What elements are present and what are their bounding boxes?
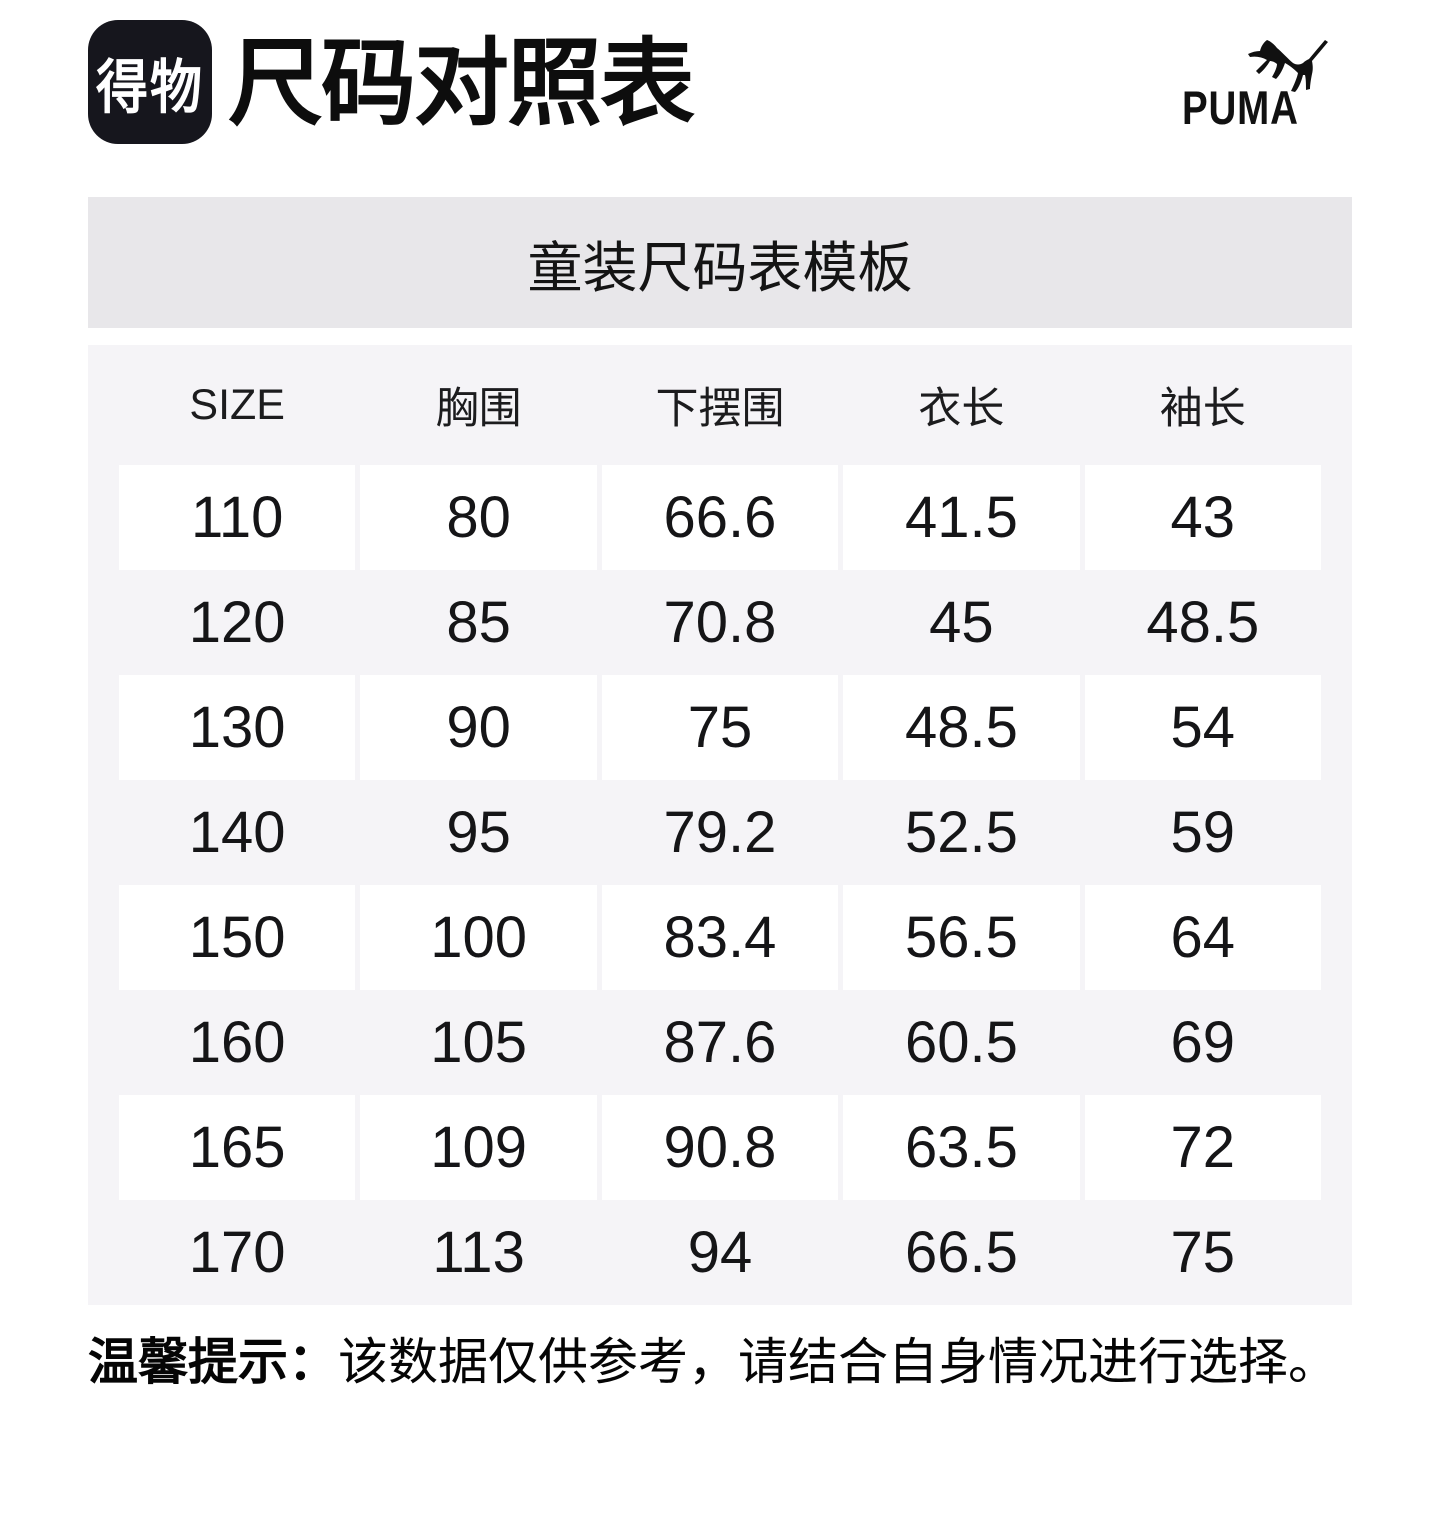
size-cell: 75 bbox=[601, 675, 839, 780]
table-row-165: 165 109 90.8 63.5 72 bbox=[119, 1095, 1321, 1200]
size-cell: 95 bbox=[446, 800, 511, 865]
footer-note-text: 该数据仅供参考，请结合自身情况进行选择。 bbox=[338, 1334, 1338, 1390]
size-cell: 72 bbox=[1084, 1095, 1321, 1200]
table-body: 110 80 66.6 41.5 43 120 85 70.8 45 48.5 130 90 75 48.… bbox=[119, 465, 1321, 1305]
table-row-170: 170 113 94 66.5 75 bbox=[119, 1200, 1321, 1305]
size-cell: 43 bbox=[1084, 465, 1321, 570]
size-cell: 90.8 bbox=[601, 1095, 839, 1200]
size-cell: 94 bbox=[687, 1220, 753, 1285]
footer-note: 温馨提示：该数据仅供参考，请结合自身情况进行选择。 bbox=[88, 1322, 1338, 1394]
column-header-3: 衣长 bbox=[918, 385, 1005, 433]
size-cell: 48.5 bbox=[843, 675, 1080, 780]
size-cell: 45 bbox=[929, 590, 994, 655]
table-row-160: 160 105 87.6 60.5 69 bbox=[119, 990, 1321, 1095]
size-cell: 56.5 bbox=[843, 885, 1080, 990]
size-cell: 90 bbox=[360, 675, 597, 780]
size-cell: 110 bbox=[119, 465, 356, 570]
size-cell: 66.5 bbox=[904, 1220, 1018, 1285]
size-cell: 59 bbox=[1170, 800, 1236, 865]
table-title-banner: 童装尺码表模板 bbox=[88, 197, 1352, 328]
size-cell: 85 bbox=[446, 590, 511, 655]
size-cell: 165 bbox=[119, 1095, 356, 1200]
size-cell: 120 bbox=[188, 590, 286, 655]
size-cell: 83.4 bbox=[601, 885, 839, 990]
puma-logo: PUMA bbox=[1182, 24, 1342, 134]
size-cell: 70.8 bbox=[663, 590, 777, 655]
size-table: SIZE 胸围 下摆围 衣长 袖长 110 80 66.6 41.5 43 120 85 70.8 45… bbox=[88, 345, 1352, 1305]
page-title: 尺码对照表 bbox=[228, 31, 695, 137]
size-cell: 130 bbox=[119, 675, 356, 780]
table-row-110: 110 80 66.6 41.5 43 bbox=[119, 465, 1321, 570]
size-cell: 140 bbox=[188, 800, 286, 865]
column-header-2: 下摆围 bbox=[655, 385, 785, 433]
size-cell: 150 bbox=[119, 885, 356, 990]
size-cell: 79.2 bbox=[663, 800, 777, 865]
size-cell: 66.6 bbox=[601, 465, 839, 570]
column-header-1: 胸围 bbox=[435, 385, 522, 433]
size-cell: 60.5 bbox=[904, 1010, 1018, 1075]
table-row-140: 140 95 79.2 52.5 59 bbox=[119, 780, 1321, 885]
size-cell: 64 bbox=[1084, 885, 1321, 990]
size-cell: 52.5 bbox=[904, 800, 1018, 865]
size-cell: 113 bbox=[432, 1220, 525, 1285]
dewu-logo-text: 得物 bbox=[95, 55, 204, 121]
table-title: 童装尺码表模板 bbox=[527, 236, 913, 299]
table-row-120: 120 85 70.8 45 48.5 bbox=[119, 570, 1321, 675]
table-header-row: SIZE 胸围 下摆围 衣长 袖长 bbox=[119, 345, 1321, 465]
size-cell: 105 bbox=[430, 1010, 527, 1075]
size-cell: 109 bbox=[360, 1095, 597, 1200]
column-header-size: SIZE bbox=[189, 380, 285, 429]
size-cell: 87.6 bbox=[663, 1010, 777, 1075]
footer-note-label: 温馨提示： bbox=[88, 1334, 338, 1390]
size-cell: 75 bbox=[1170, 1220, 1236, 1285]
puma-wordmark: PUMA bbox=[1182, 81, 1299, 134]
size-cell: 63.5 bbox=[843, 1095, 1080, 1200]
size-cell: 48.5 bbox=[1146, 590, 1260, 655]
size-cell: 41.5 bbox=[843, 465, 1080, 570]
puma-cat-icon bbox=[1248, 40, 1328, 92]
table-row-150: 150 100 83.4 56.5 64 bbox=[119, 885, 1321, 990]
column-header-4: 袖长 bbox=[1159, 385, 1246, 433]
table-row-130: 130 90 75 48.5 54 bbox=[119, 675, 1321, 780]
size-cell: 69 bbox=[1170, 1010, 1236, 1075]
size-cell: 170 bbox=[188, 1220, 286, 1285]
size-cell: 160 bbox=[188, 1010, 286, 1075]
size-cell: 100 bbox=[360, 885, 597, 990]
size-cell: 54 bbox=[1084, 675, 1321, 780]
dewu-logo: 得物 bbox=[88, 20, 212, 144]
size-cell: 80 bbox=[360, 465, 597, 570]
